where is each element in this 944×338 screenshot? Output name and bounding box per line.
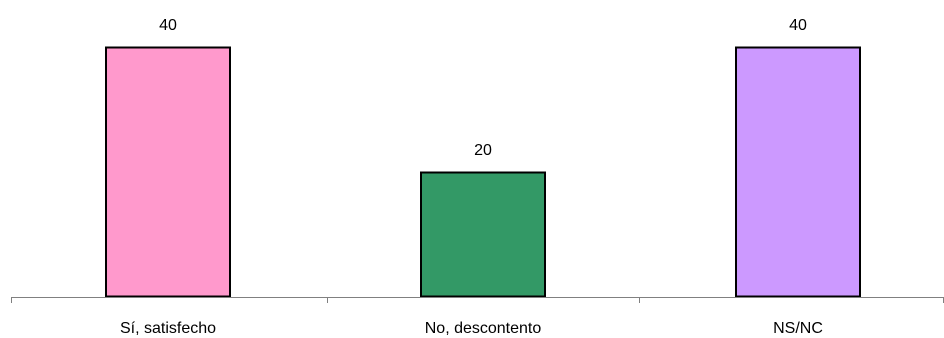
category-label-1: Sí, satisfecho xyxy=(120,320,216,337)
category-label-2: No, descontento xyxy=(425,320,542,337)
category-labels-group: Sí, satisfecho No, descontento NS/NC xyxy=(120,320,823,337)
bar-value-label-1: 40 xyxy=(159,17,177,34)
bar-value-label-2: 20 xyxy=(474,142,492,159)
category-label-3: NS/NC xyxy=(773,320,823,337)
bar-2 xyxy=(420,171,546,298)
data-labels-group: 40 20 40 xyxy=(159,17,807,159)
bar-1 xyxy=(105,46,231,298)
bars-group xyxy=(105,46,861,298)
bar-3 xyxy=(735,46,861,298)
bar-value-label-3: 40 xyxy=(789,17,807,34)
